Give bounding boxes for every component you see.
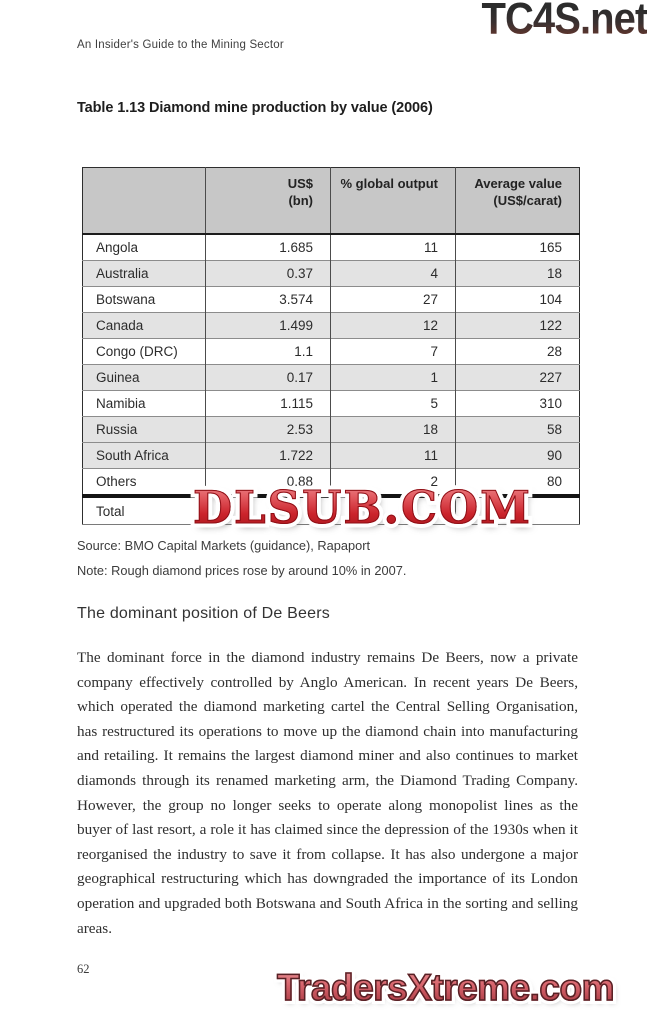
pct-cell: 12 [330,312,456,339]
country-cell: Canada [82,312,206,339]
avg-cell: 80 [455,468,580,496]
avg-cell: 18 [455,260,580,287]
table-title: Table 1.13 Diamond mine production by va… [77,100,433,116]
avg-cell: 227 [455,364,580,391]
table-row: Botswana 3.574 27 104 [82,286,580,313]
avg-cell: 104 [455,286,580,313]
table-row: South Africa 1.722 11 90 [82,442,580,469]
table-row: Angola 1.685 11 165 [82,233,580,261]
table-row: Guinea 0.17 1 227 [82,364,580,391]
watermark-tradersxtreme: TradersXtreme.com TradersXtreme.com [273,963,619,1012]
watermark-tc4s-text: TC4S.net [481,0,648,45]
total-usd-cell [205,494,331,525]
avg-cell: 90 [455,442,580,469]
pct-cell: 1 [330,364,456,391]
running-header: An Insider's Guide to the Mining Sector [77,39,284,51]
usd-cell: 1.685 [205,233,331,261]
pct-cell: 7 [330,338,456,365]
table-row: Others 0.88 2 80 [82,468,580,496]
header-usd-line2: (bn) [288,193,313,208]
pct-cell: 18 [330,416,456,443]
country-cell: Russia [82,416,206,443]
total-pct-cell [330,494,456,525]
table-total-row: Total [82,494,580,525]
page-number: 62 [77,962,90,976]
table-row: Namibia 1.115 5 310 [82,390,580,417]
watermark-tc4s: TC4S.net [481,0,648,45]
pct-cell: 2 [330,468,456,496]
table-note: Note: Rough diamond prices rose by aroun… [77,563,407,578]
diamond-production-table: US$ (bn) % global output Average value (… [82,167,580,525]
pct-cell: 5 [330,390,456,417]
usd-cell: 0.88 [205,468,331,496]
header-avg: Average value (US$/carat) [455,167,580,235]
section-heading: The dominant position of De Beers [77,605,330,622]
header-avg-line1: Average value [474,176,562,191]
country-cell: Angola [82,233,206,261]
watermark-dlsub-outline: DLSUB.COM [189,477,535,539]
usd-cell: 1.115 [205,390,331,417]
usd-cell: 1.722 [205,442,331,469]
header-pct: % global output [330,167,456,235]
body-paragraph: The dominant force in the diamond indust… [77,649,578,937]
header-usd-line1: US$ [287,176,313,191]
usd-cell: 1.1 [205,338,331,365]
pct-cell: 11 [330,442,456,469]
header-country [82,167,206,235]
avg-cell: 28 [455,338,580,365]
usd-cell: 3.574 [205,286,331,313]
total-label-cell: Total [82,494,206,525]
total-avg-cell [455,494,580,525]
watermark-dlsub-text: DLSUB.COM [193,481,532,535]
pct-cell: 4 [330,260,456,287]
pct-cell: 11 [330,233,456,261]
header-usd: US$ (bn) [205,167,331,235]
country-cell: Guinea [82,364,206,391]
country-cell: Botswana [82,286,206,313]
country-cell: Namibia [82,390,206,417]
table-header-row: US$ (bn) % global output Average value (… [82,167,580,235]
header-avg-line2: (US$/carat) [493,193,562,208]
avg-cell: 165 [455,233,580,261]
usd-cell: 0.37 [205,260,331,287]
table-row: Congo (DRC) 1.1 7 28 [82,338,580,365]
usd-cell: 0.17 [205,364,331,391]
avg-cell: 58 [455,416,580,443]
avg-cell: 122 [455,312,580,339]
usd-cell: 2.53 [205,416,331,443]
watermark-tradersxtreme-outline: TradersXtreme.com [273,963,619,1012]
country-cell: Australia [82,260,206,287]
table-source: Source: BMO Capital Markets (guidance), … [77,538,371,553]
watermark-dlsub: DLSUB.COM DLSUB.COM [189,477,535,539]
table-row: Australia 0.37 4 18 [82,260,580,287]
avg-cell: 310 [455,390,580,417]
usd-cell: 1.499 [205,312,331,339]
country-cell: South Africa [82,442,206,469]
table-row: Canada 1.499 12 122 [82,312,580,339]
pct-cell: 27 [330,286,456,313]
watermark-tradersxtreme-text: TradersXtreme.com [276,966,615,1009]
country-cell: Congo (DRC) [82,338,206,365]
country-cell: Others [82,468,206,496]
table-row: Russia 2.53 18 58 [82,416,580,443]
